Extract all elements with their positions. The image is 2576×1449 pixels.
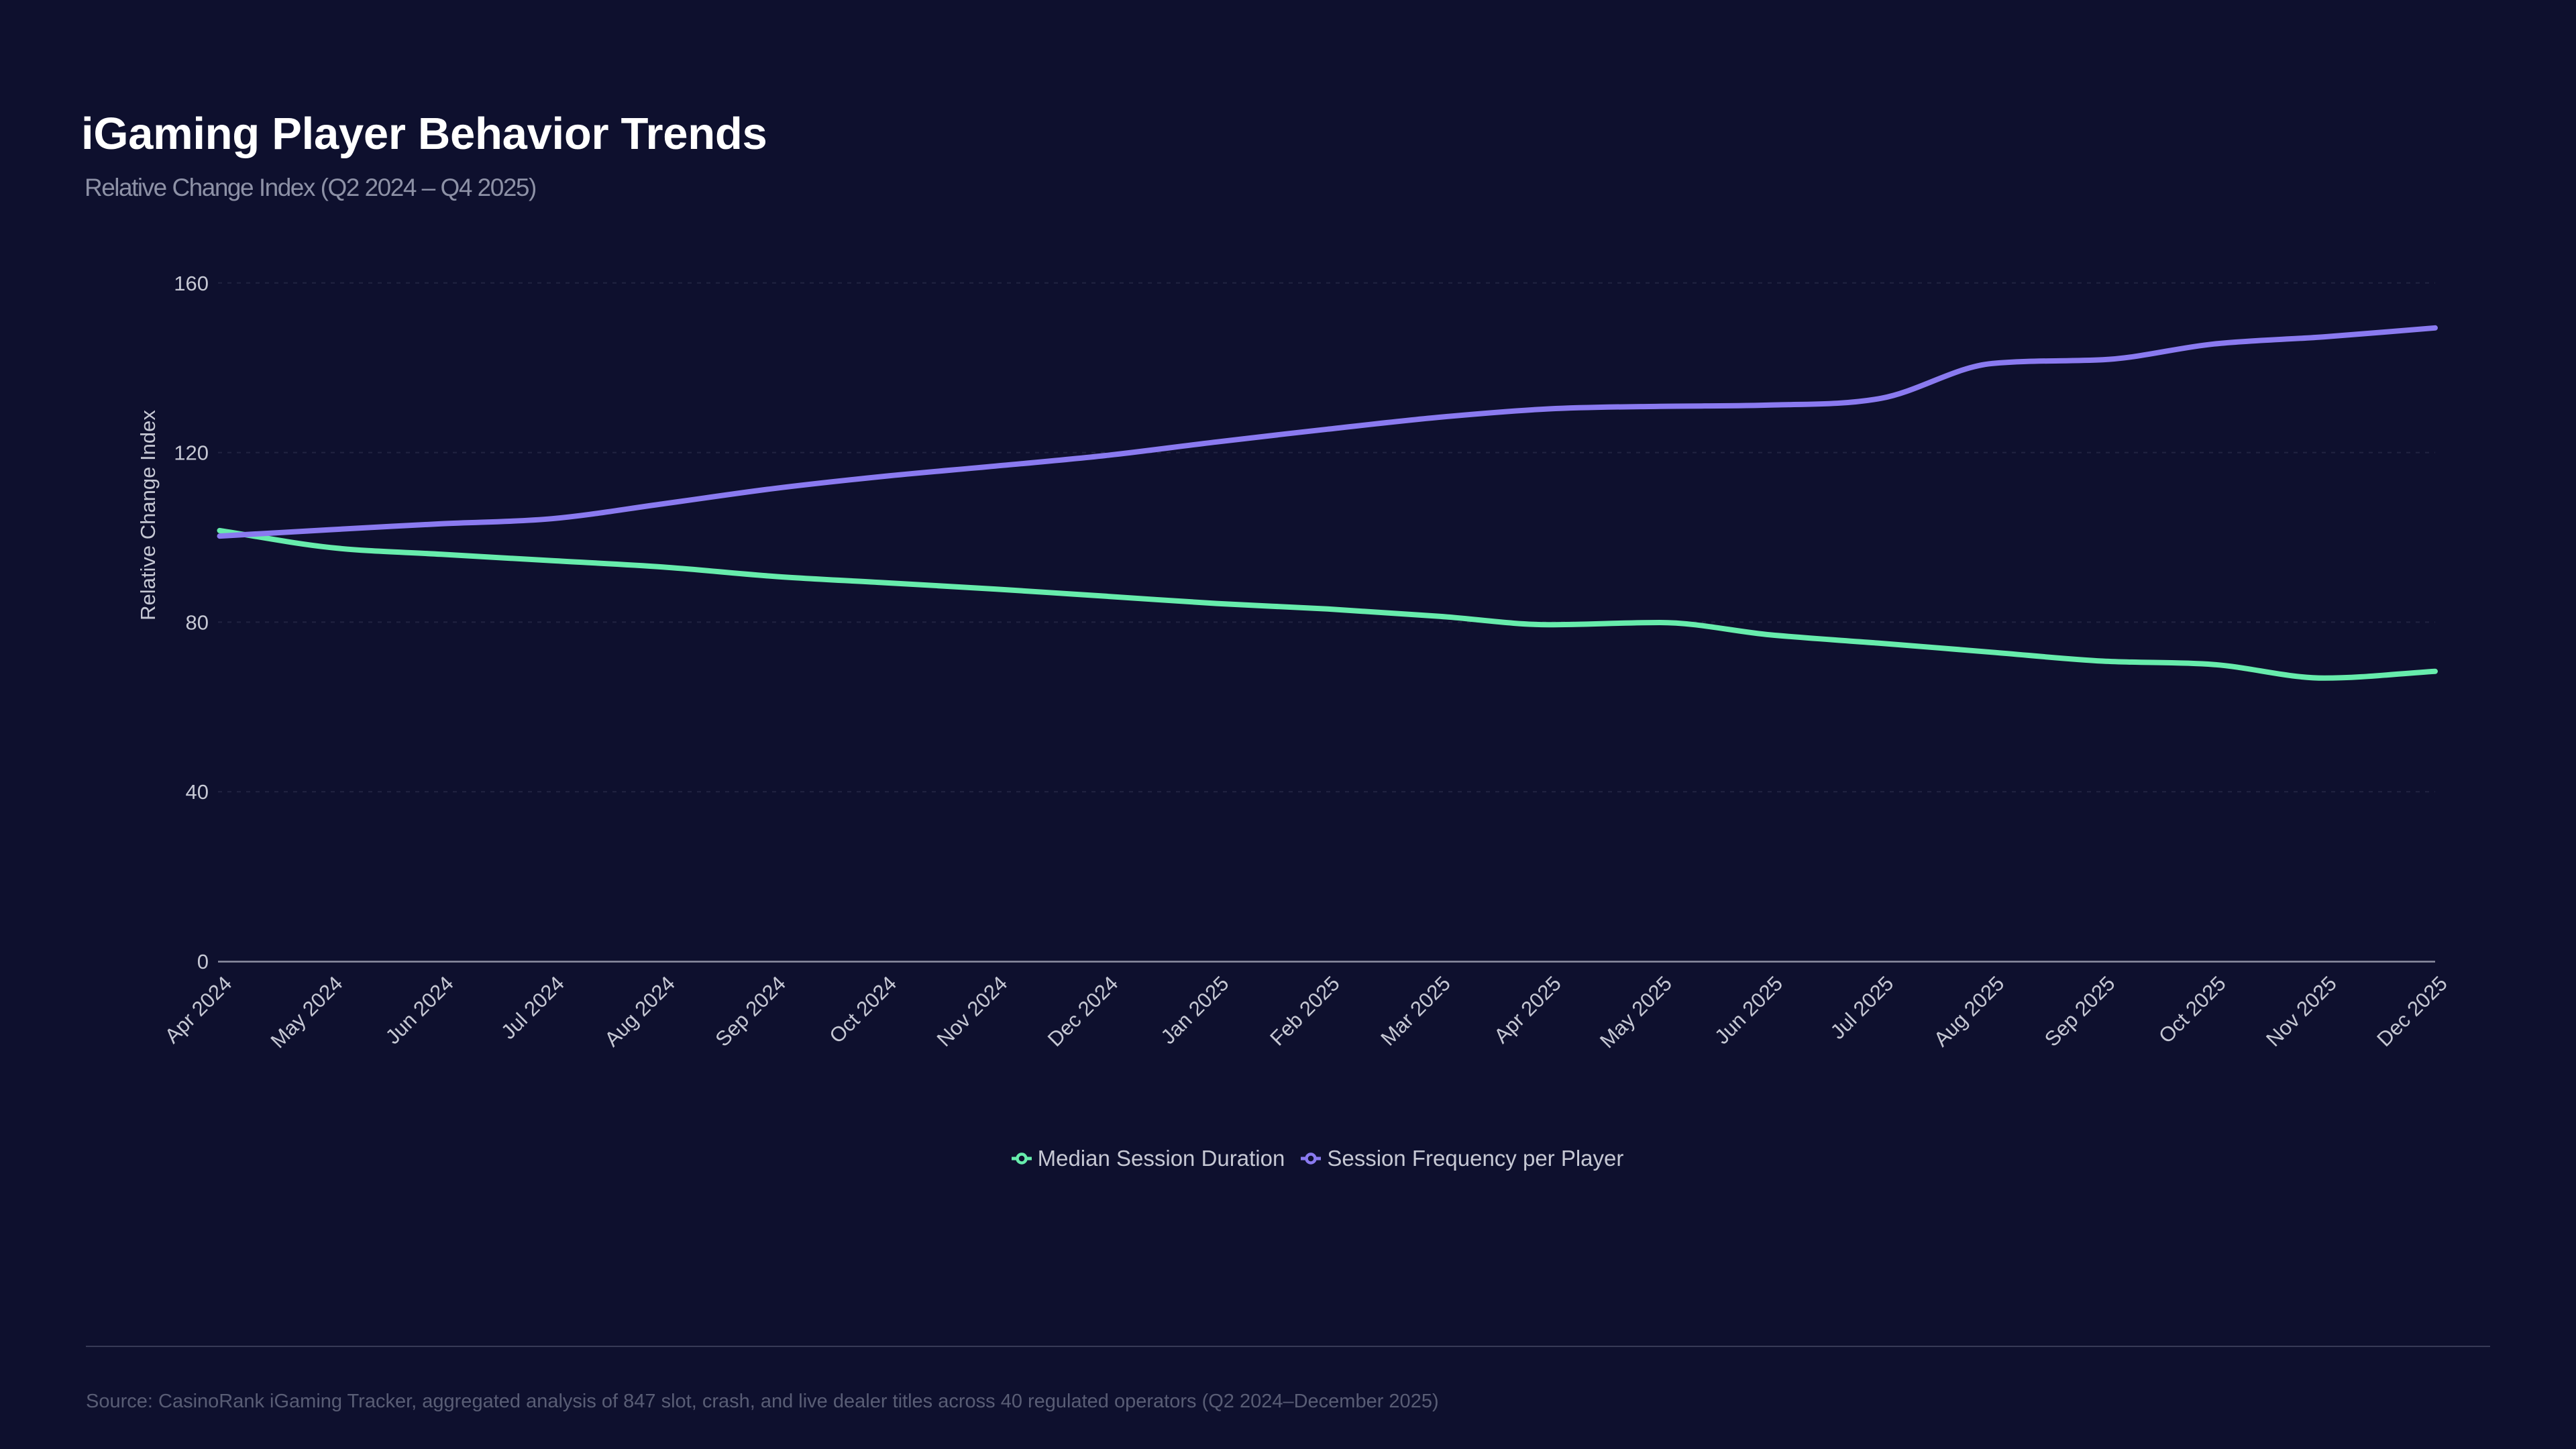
svg-text:0: 0 <box>197 950 209 973</box>
svg-text:40: 40 <box>186 780 209 804</box>
svg-text:Aug 2025: Aug 2025 <box>1929 971 2009 1051</box>
svg-text:Aug 2024: Aug 2024 <box>600 971 680 1051</box>
svg-text:Mar 2025: Mar 2025 <box>1376 971 1454 1050</box>
svg-text:Sep 2025: Sep 2025 <box>2040 971 2120 1051</box>
svg-text:Nov 2024: Nov 2024 <box>932 971 1012 1051</box>
svg-text:Jul 2024: Jul 2024 <box>496 971 569 1044</box>
svg-text:80: 80 <box>186 610 209 634</box>
svg-text:Jul 2025: Jul 2025 <box>1826 971 1898 1044</box>
svg-text:Apr 2025: Apr 2025 <box>1489 971 1566 1048</box>
svg-text:Nov 2025: Nov 2025 <box>2261 971 2341 1051</box>
svg-text:May 2025: May 2025 <box>1595 971 1676 1053</box>
svg-text:Jun 2025: Jun 2025 <box>1710 971 1787 1049</box>
svg-text:120: 120 <box>174 441 209 465</box>
svg-text:Apr 2024: Apr 2024 <box>160 971 237 1048</box>
svg-text:Feb 2025: Feb 2025 <box>1265 971 1344 1050</box>
svg-text:Relative Change Index: Relative Change Index <box>136 410 160 621</box>
svg-text:160: 160 <box>174 272 209 295</box>
svg-text:Dec 2025: Dec 2025 <box>2372 971 2452 1051</box>
svg-text:Oct 2025: Oct 2025 <box>2154 971 2231 1048</box>
svg-text:Sep 2024: Sep 2024 <box>710 971 790 1051</box>
svg-text:May 2024: May 2024 <box>266 971 347 1053</box>
svg-text:Oct 2024: Oct 2024 <box>824 971 901 1048</box>
svg-text:Dec 2024: Dec 2024 <box>1043 971 1123 1051</box>
svg-text:Jun 2024: Jun 2024 <box>381 971 458 1049</box>
svg-text:Jan 2025: Jan 2025 <box>1157 971 1234 1049</box>
